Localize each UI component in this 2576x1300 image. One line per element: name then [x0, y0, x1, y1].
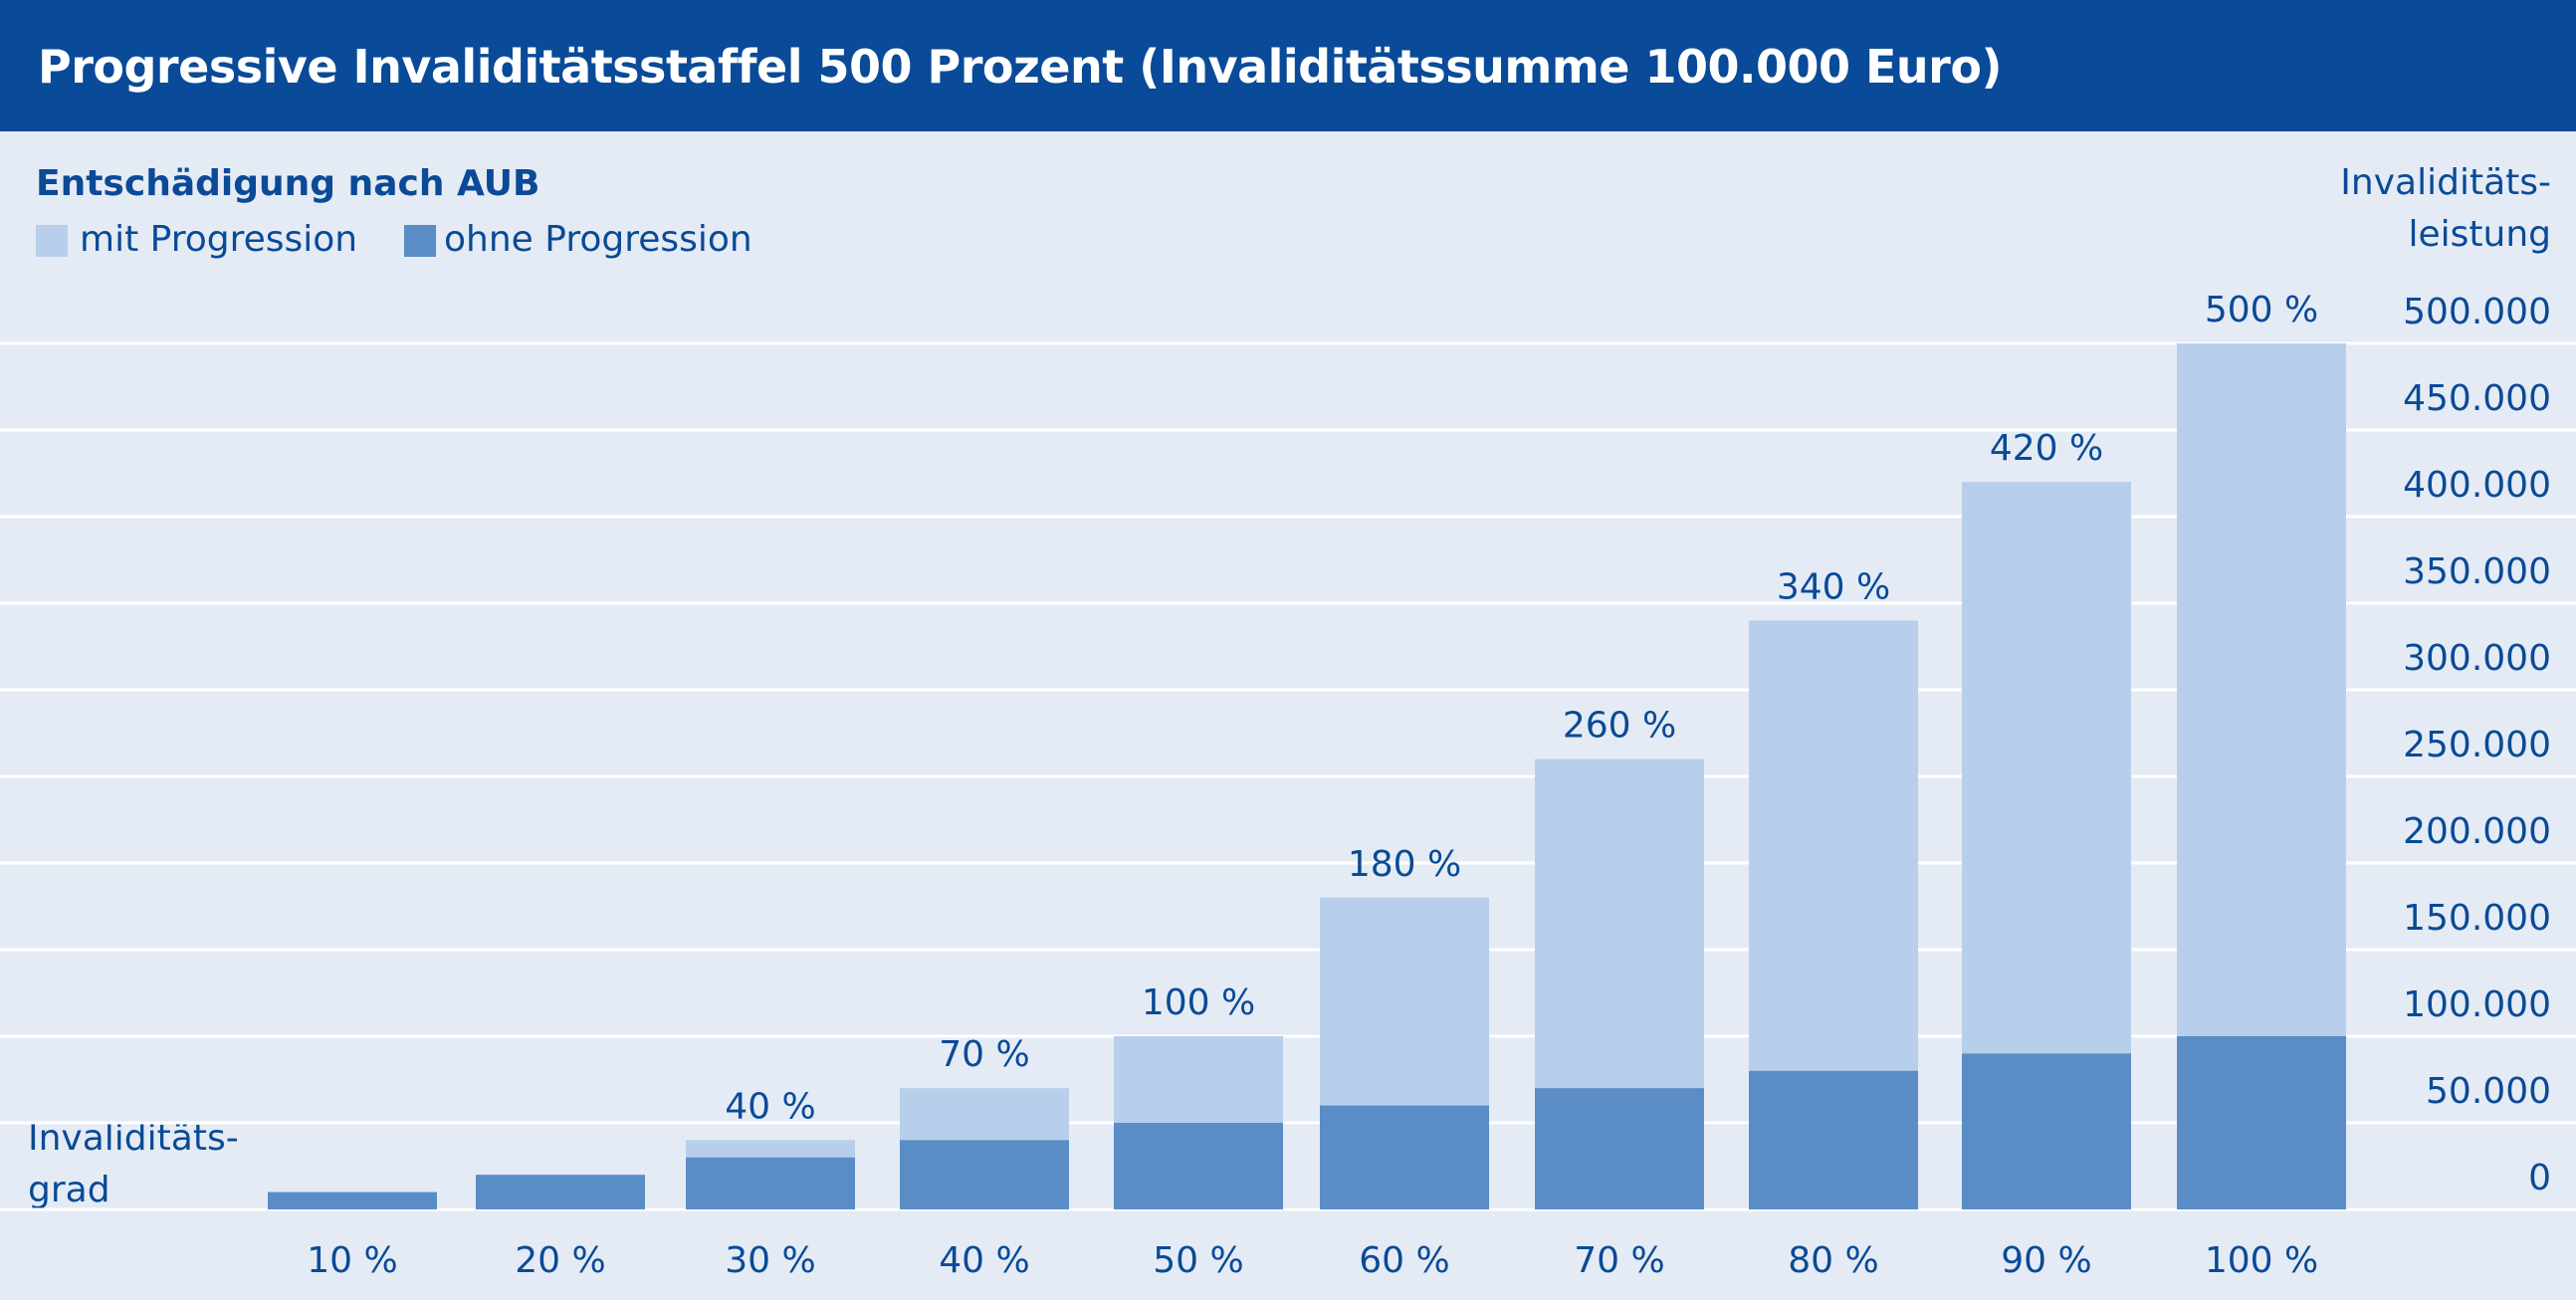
y-tick-label: 450.000	[2403, 378, 2551, 419]
x-tick-label: 10 %	[307, 1240, 397, 1281]
chart-title: Progressive Invaliditätsstaffel 500 Proz…	[38, 40, 2003, 94]
bar-data-label: 420 %	[1990, 428, 2103, 469]
y-tick-label: 0	[2528, 1158, 2551, 1198]
y-tick-label: 50.000	[2426, 1071, 2551, 1112]
legend-swatch-with-progression	[36, 225, 68, 257]
bar-data-label: 500 %	[2205, 290, 2318, 330]
y-tick-label: 100.000	[2403, 984, 2551, 1025]
y-tick-label: 150.000	[2403, 898, 2551, 939]
x-tick-label: 30 %	[725, 1240, 815, 1281]
x-tick-label: 90 %	[2001, 1240, 2091, 1281]
bar-data-label: 180 %	[1348, 844, 1461, 885]
y-tick-label: 500.000	[2403, 292, 2551, 332]
legend-label-with-progression: mit Progression	[80, 219, 358, 260]
x-tick-label: 70 %	[1574, 1240, 1664, 1281]
bar-without-progression	[686, 1157, 855, 1209]
bar-data-label: 340 %	[1777, 566, 1890, 607]
bar-without-progression	[268, 1192, 437, 1209]
x-tick-label: 60 %	[1359, 1240, 1449, 1281]
bar-without-progression	[1114, 1123, 1283, 1209]
bar-data-label: 70 %	[939, 1034, 1029, 1075]
bar-without-progression	[1749, 1070, 1918, 1209]
bar-without-progression	[476, 1175, 645, 1209]
header-bar: Progressive Invaliditätsstaffel 500 Proz…	[0, 0, 2576, 131]
bar-without-progression	[1535, 1088, 1704, 1209]
x-axis-label-line-2: grad	[28, 1170, 110, 1210]
x-tick-label: 40 %	[939, 1240, 1029, 1281]
y-axis-label: Invaliditäts- leistung	[2340, 157, 2551, 261]
y-axis-label-line-1: Invaliditäts-	[2340, 162, 2551, 203]
y-tick-label: 300.000	[2403, 638, 2551, 679]
bar-data-label: 100 %	[1142, 982, 1255, 1023]
bar-without-progression	[900, 1140, 1069, 1209]
y-tick-label: 200.000	[2403, 811, 2551, 852]
y-tick-label: 400.000	[2403, 465, 2551, 506]
legend-swatch-without-progression	[404, 225, 436, 257]
x-tick-label: 50 %	[1153, 1240, 1243, 1281]
x-tick-label: 20 %	[515, 1240, 605, 1281]
x-axis-label-line-1: Invaliditäts-	[28, 1118, 239, 1159]
bar-data-label: 40 %	[725, 1086, 815, 1127]
x-axis-label: Invaliditäts- grad	[28, 1113, 239, 1216]
chart-subtitle: Entschädigung nach AUB	[36, 163, 540, 204]
x-tick-label: 80 %	[1788, 1240, 1878, 1281]
y-tick-label: 250.000	[2403, 725, 2551, 765]
legend-label-without-progression: ohne Progression	[444, 219, 752, 260]
x-tick-label: 100 %	[2205, 1240, 2318, 1281]
bar-without-progression	[1320, 1105, 1489, 1209]
bar-data-label: 260 %	[1563, 706, 1676, 747]
y-axis-label-line-2: leistung	[2408, 214, 2551, 255]
bar-without-progression	[2177, 1036, 2346, 1209]
y-tick-label: 350.000	[2403, 551, 2551, 592]
bar-without-progression	[1962, 1053, 2131, 1209]
